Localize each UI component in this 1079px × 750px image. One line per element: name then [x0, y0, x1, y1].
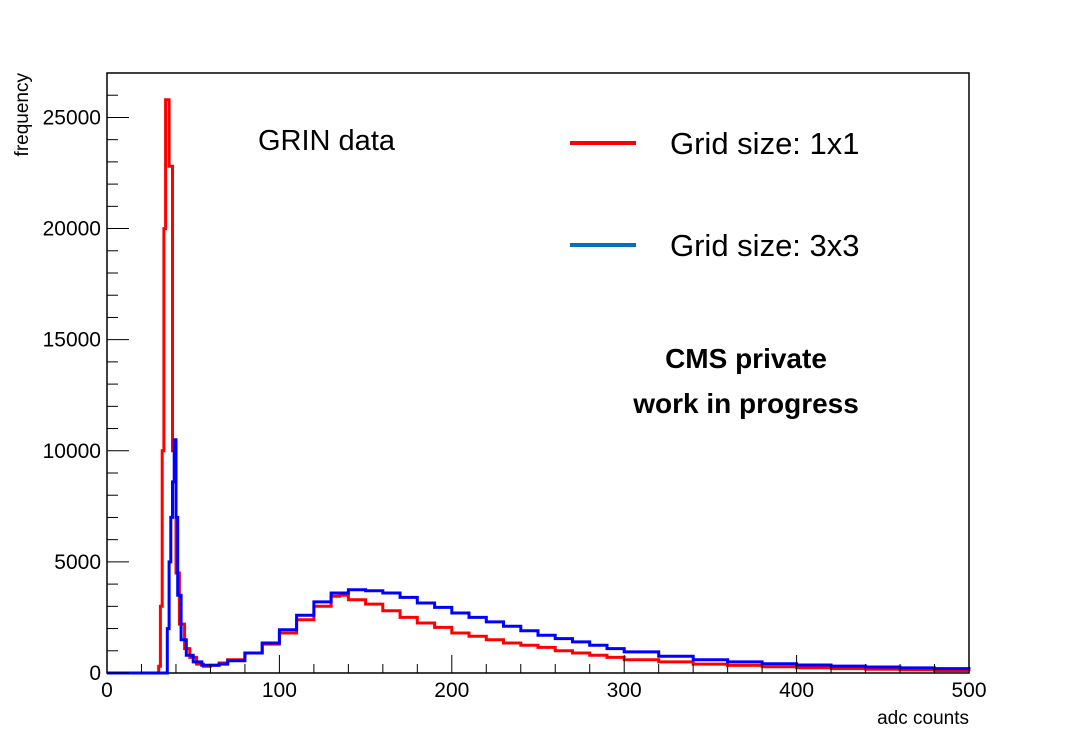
- y-tick-label: 20000: [43, 218, 101, 241]
- y-tick-label: 15000: [43, 329, 101, 352]
- legend-label-1: Grid size: 1x1: [670, 126, 860, 161]
- x-tick-label: 200: [434, 679, 469, 702]
- y-tick-label: 0: [89, 662, 101, 685]
- x-tick-label: 0: [101, 679, 113, 702]
- watermark-line-1: CMS private: [665, 343, 827, 374]
- x-tick-label: 300: [607, 679, 642, 702]
- y-tick-label: 5000: [54, 551, 101, 574]
- x-tick-label: 500: [951, 679, 986, 702]
- annotation-text: GRIN data: [258, 125, 396, 157]
- legend-label-2: Grid size: 3x3: [670, 228, 860, 263]
- watermark-line-2: work in progress: [632, 388, 859, 419]
- x-tick-label: 400: [779, 679, 814, 702]
- y-tick-label: 10000: [43, 440, 101, 463]
- series-line-1: [107, 98, 971, 675]
- x-axis-title: adc counts: [877, 708, 969, 729]
- plot-frame: [106, 72, 970, 674]
- x-tick-label: 100: [262, 679, 297, 702]
- y-axis-title: frequency: [12, 73, 33, 157]
- y-tick-label: 25000: [43, 106, 101, 129]
- series-line-2: [107, 438, 971, 675]
